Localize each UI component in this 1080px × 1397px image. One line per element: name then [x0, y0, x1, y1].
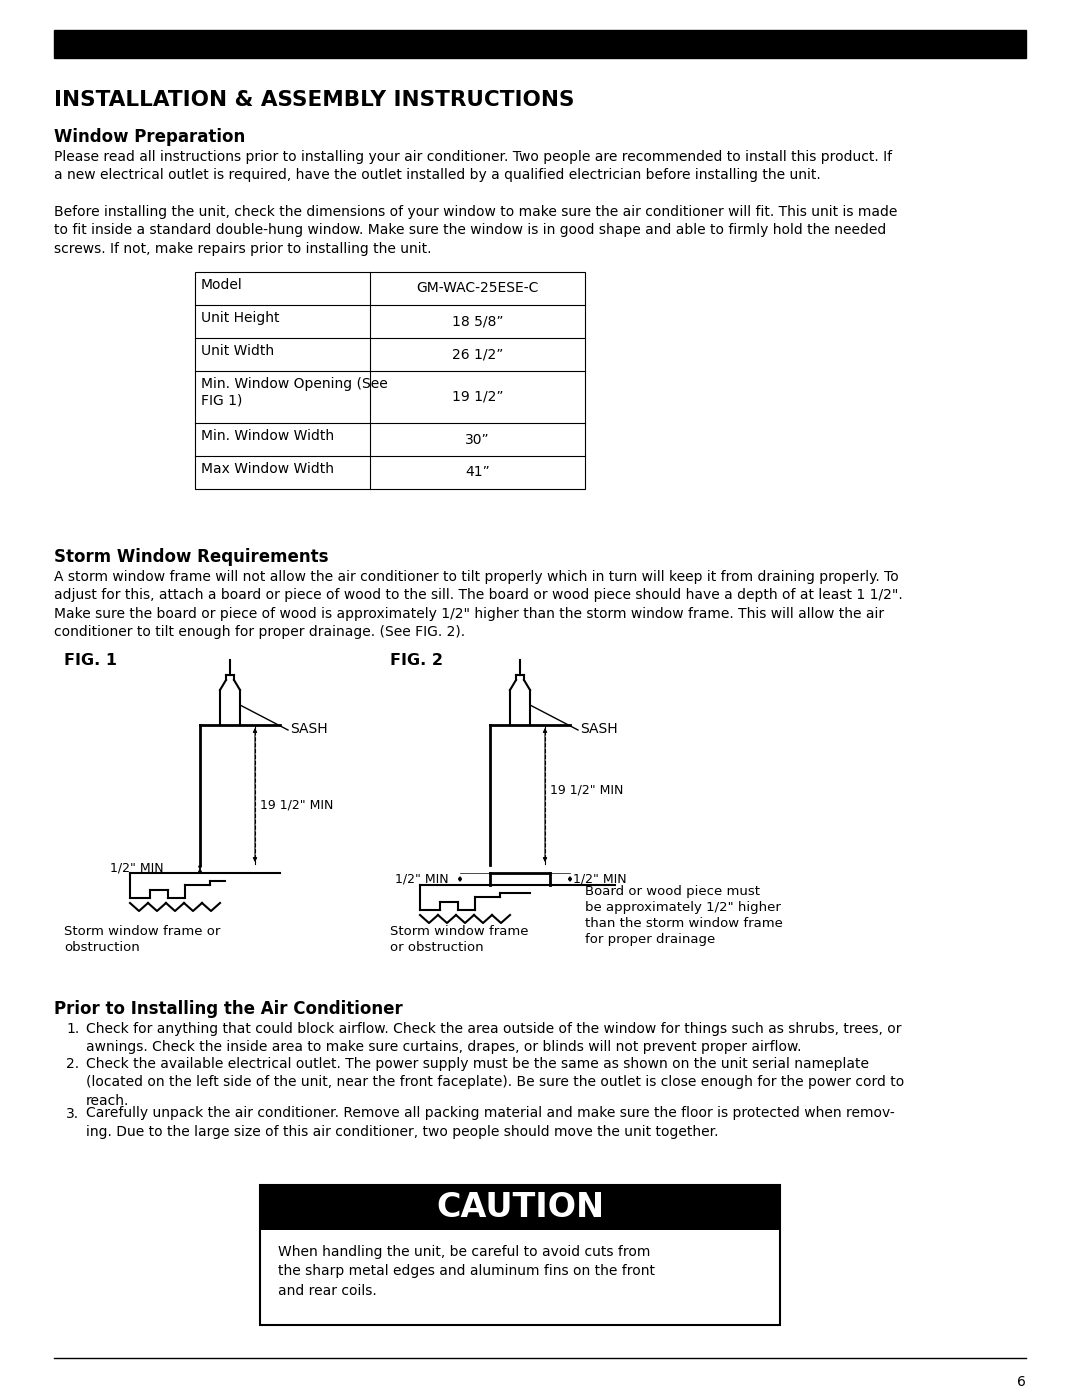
Text: Unit Height: Unit Height	[201, 312, 280, 326]
Text: 19 1/2”: 19 1/2”	[451, 390, 503, 404]
Text: 2.: 2.	[66, 1058, 79, 1071]
Text: FIG. 1: FIG. 1	[64, 652, 117, 668]
Text: Min. Window Opening (See
FIG 1): Min. Window Opening (See FIG 1)	[201, 377, 388, 407]
Text: 41”: 41”	[465, 465, 490, 479]
Text: 1/2" MIN: 1/2" MIN	[395, 873, 448, 886]
Text: 19 1/2" MIN: 19 1/2" MIN	[550, 784, 623, 796]
Bar	[54, 29, 1026, 59]
Text: 1.: 1.	[66, 1023, 79, 1037]
Text: Storm Window Requirements: Storm Window Requirements	[54, 548, 328, 566]
Text: CAUTION: CAUTION	[436, 1192, 604, 1224]
Text: Before installing the unit, check the dimensions of your window to make sure the: Before installing the unit, check the di…	[54, 205, 897, 256]
Text: Model: Model	[201, 278, 243, 292]
Text: Storm window frame
or obstruction: Storm window frame or obstruction	[390, 925, 528, 954]
Text: Carefully unpack the air conditioner. Remove all packing material and make sure : Carefully unpack the air conditioner. Re…	[86, 1106, 894, 1139]
Text: 1/2" MIN: 1/2" MIN	[573, 873, 626, 886]
Text: SASH: SASH	[291, 722, 327, 736]
Text: Check for anything that could block airflow. Check the area outside of the windo: Check for anything that could block airf…	[86, 1023, 902, 1055]
Text: INSTALLATION & ASSEMBLY INSTRUCTIONS: INSTALLATION & ASSEMBLY INSTRUCTIONS	[54, 89, 575, 110]
Text: Prior to Installing the Air Conditioner: Prior to Installing the Air Conditioner	[54, 1000, 403, 1018]
Text: 30”: 30”	[465, 433, 490, 447]
Text: 3.: 3.	[66, 1106, 79, 1120]
Text: FIG. 2: FIG. 2	[390, 652, 443, 668]
Text: GM-WAC-25ESE-C: GM-WAC-25ESE-C	[416, 282, 539, 296]
Text: 1/2" MIN: 1/2" MIN	[110, 862, 164, 875]
Text: Max Window Width: Max Window Width	[201, 462, 334, 476]
Text: Board or wood piece must
be approximately 1/2" higher
than the storm window fram: Board or wood piece must be approximatel…	[585, 886, 783, 946]
Text: Window Preparation: Window Preparation	[54, 129, 245, 147]
Bar	[260, 1185, 780, 1324]
Text: 26 1/2”: 26 1/2”	[451, 348, 503, 362]
Text: Unit Width: Unit Width	[201, 344, 274, 358]
Text: 6: 6	[1017, 1375, 1026, 1389]
Bar	[195, 272, 585, 489]
Text: A storm window frame will not allow the air conditioner to tilt properly which i: A storm window frame will not allow the …	[54, 570, 903, 640]
Text: 19 1/2" MIN: 19 1/2" MIN	[260, 799, 334, 812]
Text: 18 5/8”: 18 5/8”	[451, 314, 503, 328]
Text: Min. Window Width: Min. Window Width	[201, 429, 334, 443]
Text: Check the available electrical outlet. The power supply must be the same as show: Check the available electrical outlet. T…	[86, 1058, 904, 1108]
Bar	[260, 1185, 780, 1229]
Text: SASH: SASH	[580, 722, 618, 736]
Text: Storm window frame or
obstruction: Storm window frame or obstruction	[64, 925, 220, 954]
Text: When handling the unit, be careful to avoid cuts from
the sharp metal edges and : When handling the unit, be careful to av…	[278, 1245, 654, 1298]
Text: Please read all instructions prior to installing your air conditioner. Two peopl: Please read all instructions prior to in…	[54, 149, 892, 183]
